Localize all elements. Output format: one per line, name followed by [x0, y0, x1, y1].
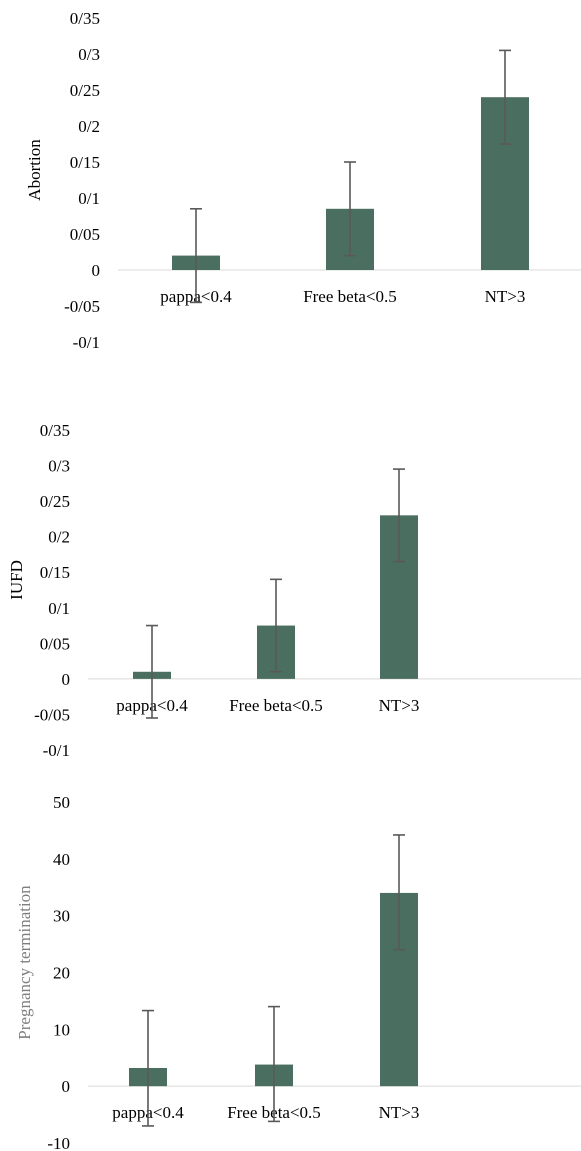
error-bar: [268, 1005, 280, 1123]
error-bar: [270, 578, 282, 673]
y-tick-label: 40: [53, 850, 70, 869]
iufd-chart: -0/1-0/0500/050/10/150/20/250/30/35IUFDp…: [7, 421, 581, 760]
error-bar: [190, 208, 202, 304]
y-tick-label: 0: [62, 1077, 71, 1096]
y-tick-label: 0/25: [70, 81, 100, 100]
x-tick-label: NT>3: [379, 1103, 420, 1122]
y-tick-label: -0/1: [43, 741, 70, 760]
error-bar: [142, 1009, 154, 1127]
y-axis-label: IUFD: [7, 560, 26, 600]
y-tick-label: 0/2: [78, 117, 100, 136]
y-tick-label: 0/25: [40, 492, 70, 511]
y-tick-label: 0/15: [40, 563, 70, 582]
y-tick-label: -10: [47, 1134, 70, 1151]
y-axis-label: Abortion: [25, 139, 44, 201]
y-tick-label: 20: [53, 964, 70, 983]
y-tick-label: 0: [62, 670, 71, 689]
abortion-chart: -0/1 -0/05 0 0/05 0/1 0/15 0/2 0/25 0/3 0/35 Abort…: [25, 9, 581, 352]
y-tick-label: 0: [92, 261, 101, 280]
y-tick-label: -0/05: [34, 705, 70, 724]
x-tick-label: Free beta<0.5: [229, 696, 323, 715]
y-tick-label: 0/1: [78, 189, 100, 208]
y-tick-label: -0/05: [64, 297, 100, 316]
y-axis-label: Pregnancy termination: [15, 885, 34, 1040]
error-bar: [146, 624, 158, 719]
y-tick-label: 0/05: [70, 225, 100, 244]
y-tick-label: -0/1: [73, 333, 100, 352]
y-tick-label: 0/35: [40, 421, 70, 440]
error-bar: [499, 49, 511, 145]
error-bar: [344, 161, 356, 257]
y-tick-label: 0/1: [48, 599, 70, 618]
error-bar: [393, 834, 405, 951]
error-bar: [393, 468, 405, 563]
y-tick-label: 30: [53, 907, 70, 926]
y-tick-label: 0/2: [48, 528, 70, 547]
y-tick-label: 0/3: [78, 45, 100, 64]
y-tick-label: 0/35: [70, 9, 100, 28]
y-tick-label: 50: [53, 793, 70, 812]
y-tick-label: 0/15: [70, 153, 100, 172]
y-tick-label: 10: [53, 1020, 70, 1039]
x-tick-label: Free beta<0.5: [303, 287, 397, 306]
y-tick-label: 0/05: [40, 634, 70, 653]
x-tick-label: NT>3: [485, 287, 526, 306]
x-tick-label: NT>3: [379, 696, 420, 715]
y-tick-label: 0/3: [48, 457, 70, 476]
